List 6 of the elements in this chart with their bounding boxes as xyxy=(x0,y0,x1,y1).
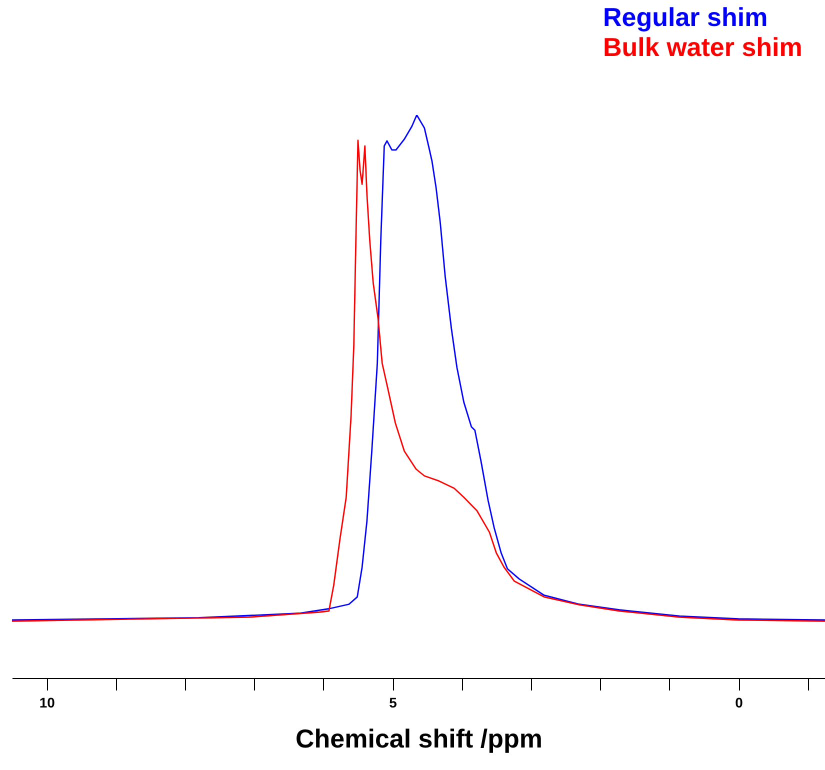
x-tick-label: 0 xyxy=(735,694,744,710)
x-tick-label: 10 xyxy=(39,694,56,710)
text: Bulk water shim xyxy=(603,32,802,62)
text: Regular shim xyxy=(603,2,768,32)
x-axis-title: Chemical shift /ppm xyxy=(295,724,543,754)
x-tick-label: 5 xyxy=(389,694,398,710)
